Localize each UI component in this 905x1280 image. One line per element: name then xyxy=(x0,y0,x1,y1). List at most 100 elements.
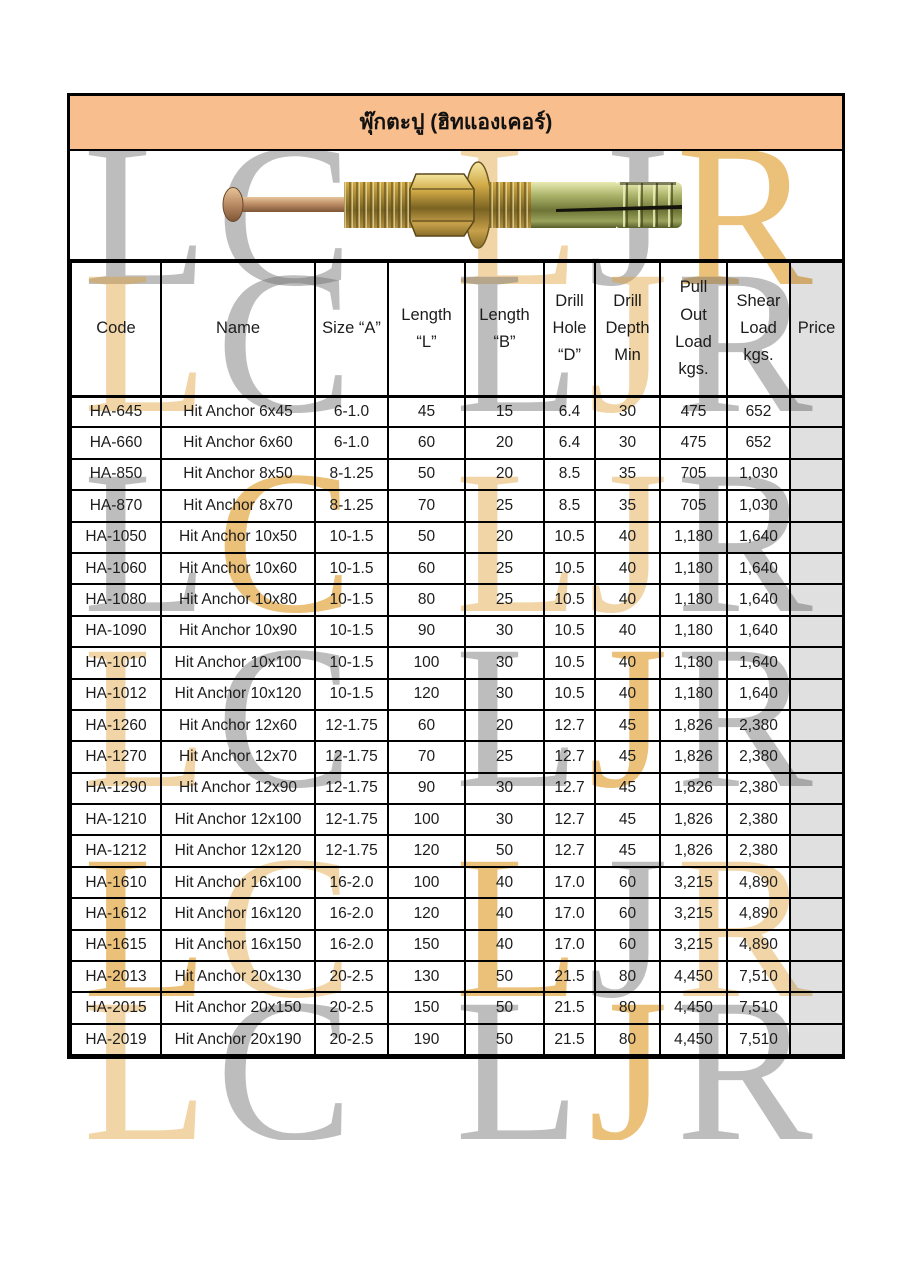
cell-size_a: 12-1.75 xyxy=(314,803,389,837)
cell-size_a: 8-1.25 xyxy=(314,457,389,492)
table-row: HA-2015 Hit Anchor 20x150 20-2.5 150 50 21.5 8… xyxy=(70,991,844,1025)
cell-shear_load_kgs: 1,640 xyxy=(726,614,791,649)
cell-pull_out_load_kgs: 1,826 xyxy=(659,708,728,743)
cell-pull_out_load_kgs: 705 xyxy=(659,457,728,492)
column-header-code: Code xyxy=(70,261,162,398)
anchor-sleeve xyxy=(531,182,616,228)
cell-drill_depth_min: 30 xyxy=(594,426,661,460)
cell-price xyxy=(789,803,844,837)
table-row: HA-1012 Hit Anchor 10x120 10-1.5 120 30 10.5 4… xyxy=(70,677,844,711)
cell-drill_hole_d: 21.5 xyxy=(543,991,596,1025)
cell-drill_depth_min: 45 xyxy=(594,740,661,774)
table-row: HA-1210 Hit Anchor 12x100 12-1.75 100 30 12.7… xyxy=(70,803,844,837)
cell-name: Hit Anchor 12x120 xyxy=(160,834,316,868)
cell-code: HA-1010 xyxy=(70,646,162,680)
cell-drill_hole_d: 12.7 xyxy=(543,708,596,743)
cell-shear_load_kgs: 1,640 xyxy=(726,646,791,680)
cell-shear_load_kgs: 1,030 xyxy=(726,457,791,492)
cell-drill_depth_min: 45 xyxy=(594,708,661,743)
cell-length_l: 100 xyxy=(387,646,466,680)
table-row: HA-870 Hit Anchor 8x70 8-1.25 70 25 8.5 35 705 1… xyxy=(70,489,844,523)
cell-price xyxy=(789,583,844,617)
cell-drill_hole_d: 12.7 xyxy=(543,803,596,837)
cell-drill_hole_d: 10.5 xyxy=(543,583,596,617)
cell-length_l: 100 xyxy=(387,865,466,900)
cell-length_b: 40 xyxy=(464,897,545,931)
cell-drill_depth_min: 40 xyxy=(594,520,661,554)
cell-price xyxy=(789,771,844,806)
cell-shear_load_kgs: 652 xyxy=(726,394,791,429)
cell-name: Hit Anchor 8x50 xyxy=(160,457,316,492)
cell-price xyxy=(789,740,844,774)
column-header-length_b: Length “B” xyxy=(464,261,545,398)
cell-pull_out_load_kgs: 1,180 xyxy=(659,551,728,586)
table-row: HA-1270 Hit Anchor 12x70 12-1.75 70 25 12.7 45… xyxy=(70,740,844,774)
cell-shear_load_kgs: 2,380 xyxy=(726,771,791,806)
cell-length_b: 20 xyxy=(464,520,545,554)
cell-size_a: 12-1.75 xyxy=(314,834,389,868)
cell-drill_hole_d: 10.5 xyxy=(543,614,596,649)
cell-shear_load_kgs: 2,380 xyxy=(726,740,791,774)
cell-name: Hit Anchor 10x90 xyxy=(160,614,316,649)
cell-drill_depth_min: 30 xyxy=(594,394,661,429)
cell-pull_out_load_kgs: 1,826 xyxy=(659,771,728,806)
column-header-length_l: Length “L” xyxy=(387,261,466,398)
cell-drill_depth_min: 40 xyxy=(594,551,661,586)
cell-length_l: 50 xyxy=(387,520,466,554)
cell-length_b: 30 xyxy=(464,677,545,711)
column-header-pull_out_load_kgs: Pull Out Load kgs. xyxy=(659,261,728,398)
content-frame: พุ๊กตะปู (ฮิทแองเคอร์) xyxy=(67,93,845,1060)
cell-price xyxy=(789,708,844,743)
cell-code: HA-1260 xyxy=(70,708,162,743)
cell-price xyxy=(789,614,844,649)
cell-length_l: 120 xyxy=(387,677,466,711)
cell-size_a: 16-2.0 xyxy=(314,865,389,900)
cell-shear_load_kgs: 4,890 xyxy=(726,928,791,963)
cell-code: HA-1050 xyxy=(70,520,162,554)
cell-length_b: 50 xyxy=(464,1022,545,1057)
anchor-thread xyxy=(344,182,418,228)
cell-length_b: 50 xyxy=(464,991,545,1025)
cell-drill_hole_d: 21.5 xyxy=(543,1022,596,1057)
cell-size_a: 20-2.5 xyxy=(314,991,389,1025)
cell-price xyxy=(789,646,844,680)
cell-code: HA-850 xyxy=(70,457,162,492)
cell-size_a: 12-1.75 xyxy=(314,771,389,806)
table-row: HA-1612 Hit Anchor 16x120 16-2.0 120 40 17.0 6… xyxy=(70,897,844,931)
cell-drill_hole_d: 17.0 xyxy=(543,897,596,931)
cell-pull_out_load_kgs: 1,826 xyxy=(659,834,728,868)
cell-size_a: 12-1.75 xyxy=(314,708,389,743)
cell-drill_hole_d: 8.5 xyxy=(543,457,596,492)
cell-code: HA-1210 xyxy=(70,803,162,837)
cell-size_a: 20-2.5 xyxy=(314,960,389,994)
cell-code: HA-1012 xyxy=(70,677,162,711)
cell-length_l: 70 xyxy=(387,489,466,523)
page-title: พุ๊กตะปู (ฮิทแองเคอร์) xyxy=(359,111,553,134)
cell-pull_out_load_kgs: 475 xyxy=(659,426,728,460)
cell-shear_load_kgs: 652 xyxy=(726,426,791,460)
cell-size_a: 10-1.5 xyxy=(314,520,389,554)
cell-drill_hole_d: 10.5 xyxy=(543,677,596,711)
cell-drill_hole_d: 12.7 xyxy=(543,740,596,774)
cell-pull_out_load_kgs: 1,826 xyxy=(659,803,728,837)
cell-code: HA-1060 xyxy=(70,551,162,586)
cell-pull_out_load_kgs: 475 xyxy=(659,394,728,429)
anchor-hex-nut xyxy=(409,173,475,237)
table-row: HA-1090 Hit Anchor 10x90 10-1.5 90 30 10.5 40 1… xyxy=(70,614,844,649)
cell-drill_depth_min: 60 xyxy=(594,897,661,931)
table-row: HA-2013 Hit Anchor 20x130 20-2.5 130 50 21.5 8… xyxy=(70,960,844,994)
cell-drill_hole_d: 6.4 xyxy=(543,426,596,460)
table-row: HA-660 Hit Anchor 6x60 6-1.0 60 20 6.4 30 475 65… xyxy=(70,426,844,460)
cell-shear_load_kgs: 4,890 xyxy=(726,897,791,931)
cell-shear_load_kgs: 1,640 xyxy=(726,583,791,617)
cell-drill_depth_min: 40 xyxy=(594,646,661,680)
spec-table-body: HA-645 Hit Anchor 6x45 6-1.0 45 15 6.4 30 475 65… xyxy=(70,394,844,1057)
cell-length_b: 40 xyxy=(464,928,545,963)
anchor-expansion xyxy=(614,182,682,228)
anchor-pin xyxy=(232,197,362,212)
spec-table-head: Code Name Size “A” Length “L” Length “B” Dril… xyxy=(70,261,844,398)
cell-drill_depth_min: 45 xyxy=(594,834,661,868)
cell-length_b: 25 xyxy=(464,583,545,617)
cell-drill_hole_d: 17.0 xyxy=(543,865,596,900)
cell-price xyxy=(789,489,844,523)
